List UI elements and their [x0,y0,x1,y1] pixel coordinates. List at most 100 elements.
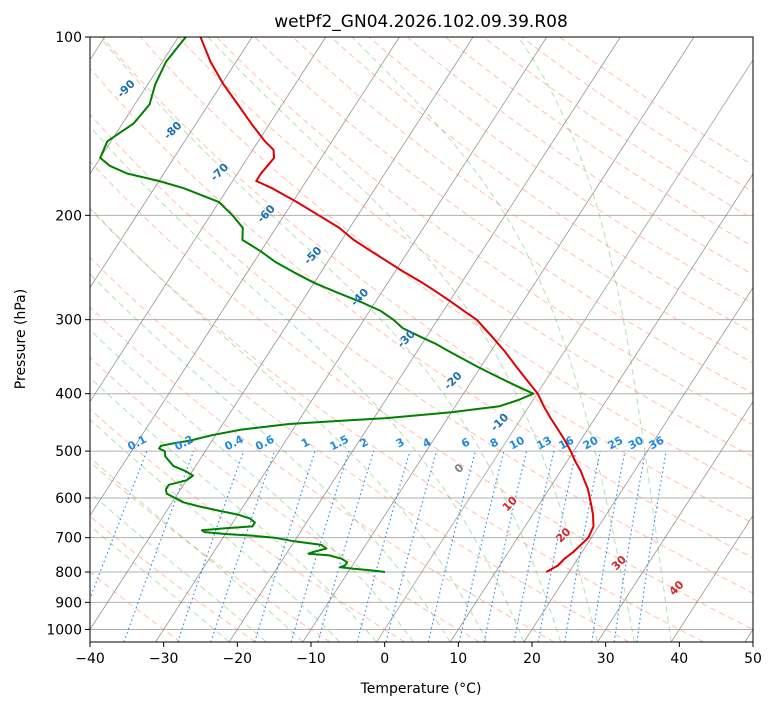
dry-adiabat-line [90,306,555,642]
y-axis-label: Pressure (hPa) [13,289,29,389]
dry-adiabat-line [368,37,753,305]
isotherm-line [90,37,253,289]
moist-adiabat-label: -30 [395,327,418,350]
mixing-ratio-label: 10 [507,434,527,453]
mixing-ratio-label: 6 [459,435,472,450]
mixing-ratio-line [385,450,438,642]
dry-adiabat-line [90,408,406,642]
isotherm-line [523,287,753,642]
x-tick-label: 10 [449,651,467,667]
mixing-ratio-label: 16 [557,434,577,453]
mixing-ratio-line [591,450,626,642]
mixing-ratio-label: 0.6 [253,433,277,454]
y-tick-label: 1000 [46,622,82,638]
mixing-ratio-label: 8 [488,435,501,450]
moist-adiabat-line [207,37,598,642]
moist-adiabat-label: -90 [115,77,138,100]
mixing-ratio-line [564,450,601,642]
dry-adiabat-line [483,37,753,220]
x-axis-label: Temperature (°C) [360,681,482,697]
x-tick-label: 0 [380,651,389,667]
plot-frame [89,36,754,643]
moist-adiabat-line [99,37,562,642]
y-tick-label: 500 [55,444,82,460]
y-tick-label: 200 [55,208,82,224]
mixing-ratio-label: 0.4 [222,433,246,454]
isotherm-line [90,37,400,517]
dry-adiabat-line [292,37,753,364]
isotherm-line [449,173,753,642]
x-tick-label: 20 [523,651,541,667]
mixing-ratio-line [613,450,647,642]
y-tick-label: 300 [55,313,82,329]
x-tick-label: 40 [670,651,688,667]
mixing-ratio-line [210,450,276,642]
x-tick-label: −20 [223,651,253,667]
mixing-ratio-line [483,450,528,642]
dry-adiabat-line [139,37,753,491]
mixing-ratio-line [427,450,476,642]
mixing-ratio-label: 30 [626,434,646,453]
mixing-ratio-line [636,451,667,642]
dry-adiabat-line [330,37,753,334]
x-tick-label: −40 [75,651,105,667]
mixing-ratio-line [537,450,577,642]
dry-adiabat-line [521,37,753,193]
mixing-ratio-label: 1 [299,435,312,450]
moist-adiabat-line [90,273,451,642]
moist-adiabat-line [90,329,414,642]
mixing-ratio-label: 25 [606,434,626,453]
mixing-ratio-label: 13 [534,434,554,453]
dry-adiabat-line [101,37,753,524]
y-tick-label: 800 [55,565,82,581]
mixing-ratio-label: 3 [394,435,407,450]
y-tick-label: 100 [55,30,82,46]
temperature-profile-line [199,37,595,573]
isotherm-line [90,37,474,631]
moist-adiabat-line [90,125,525,642]
y-tick-label: 600 [55,491,82,507]
dry-adiabat-line [178,37,753,458]
chart-title: wetPf2_GN04.2026.102.09.39.R08 [274,12,568,32]
isotherm-line [597,400,753,642]
mixing-ratio-line [290,450,350,642]
x-tick-label: −10 [296,651,326,667]
mixing-ratio-line [254,450,316,642]
isotherm-line [670,514,753,642]
moist-adiabat-label: -60 [255,202,278,225]
y-tick-label: 700 [55,531,82,547]
dry-adiabat-line [559,37,753,166]
mixing-ratio-line [356,450,411,642]
dry-adiabat-line [90,461,331,642]
moist-adiabat-line [517,37,672,642]
x-tick-label: 30 [597,651,615,667]
moist-adiabat-line [90,456,304,642]
dry-adiabat-label: 30 [609,553,629,573]
moist-adiabat-line [351,37,635,642]
moist-adiabat-label: -80 [161,119,184,142]
x-tick-label: 50 [744,651,762,667]
isotherm-line [90,37,327,403]
moist-adiabat-label: -10 [488,410,511,433]
dry-adiabat-line [90,160,753,630]
dry-adiabat-line [90,208,704,642]
dry-adiabat-label: 40 [667,578,687,598]
isotherm-line [376,58,753,642]
isotherm-line [155,37,548,642]
dry-adiabat-label: 10 [500,494,520,514]
isotherm-line [744,628,753,642]
mixing-ratio-line [90,450,148,601]
x-tick-label: −30 [149,651,179,667]
mixing-ratio-label: 2 [358,435,371,450]
moist-adiabat-label: -70 [208,160,231,183]
mixing-ratio-label: 20 [581,434,601,453]
mixing-ratio-line [513,450,555,642]
mixing-ratio-label: 0.2 [172,433,195,454]
moist-adiabat-line [90,376,377,642]
dry-adiabat-line [216,37,753,426]
dewpoint-profile-line [99,37,535,573]
mixing-ratio-line [123,450,195,642]
mixing-ratio-label: 36 [647,434,667,453]
